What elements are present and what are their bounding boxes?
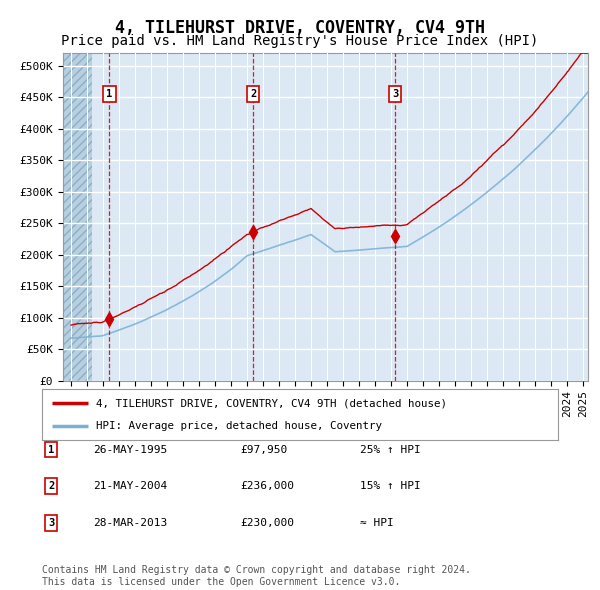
Text: £236,000: £236,000 bbox=[240, 481, 294, 491]
Text: 1: 1 bbox=[48, 445, 54, 454]
Text: £97,950: £97,950 bbox=[240, 445, 287, 454]
Text: HPI: Average price, detached house, Coventry: HPI: Average price, detached house, Cove… bbox=[96, 421, 382, 431]
Bar bbox=[63, 53, 92, 381]
Text: 2: 2 bbox=[250, 89, 256, 99]
Text: 3: 3 bbox=[392, 89, 398, 99]
Text: 3: 3 bbox=[48, 518, 54, 527]
Text: 28-MAR-2013: 28-MAR-2013 bbox=[93, 518, 167, 527]
Text: 4, TILEHURST DRIVE, COVENTRY, CV4 9TH: 4, TILEHURST DRIVE, COVENTRY, CV4 9TH bbox=[115, 19, 485, 37]
Text: 1: 1 bbox=[106, 89, 112, 99]
Text: 15% ↑ HPI: 15% ↑ HPI bbox=[360, 481, 421, 491]
Text: ≈ HPI: ≈ HPI bbox=[360, 518, 394, 527]
Text: 2: 2 bbox=[48, 481, 54, 491]
Text: Price paid vs. HM Land Registry's House Price Index (HPI): Price paid vs. HM Land Registry's House … bbox=[61, 34, 539, 48]
Text: 21-MAY-2004: 21-MAY-2004 bbox=[93, 481, 167, 491]
Text: 4, TILEHURST DRIVE, COVENTRY, CV4 9TH (detached house): 4, TILEHURST DRIVE, COVENTRY, CV4 9TH (d… bbox=[96, 398, 447, 408]
Text: 26-MAY-1995: 26-MAY-1995 bbox=[93, 445, 167, 454]
Text: Contains HM Land Registry data © Crown copyright and database right 2024.
This d: Contains HM Land Registry data © Crown c… bbox=[42, 565, 471, 587]
Text: 25% ↑ HPI: 25% ↑ HPI bbox=[360, 445, 421, 454]
Text: £230,000: £230,000 bbox=[240, 518, 294, 527]
